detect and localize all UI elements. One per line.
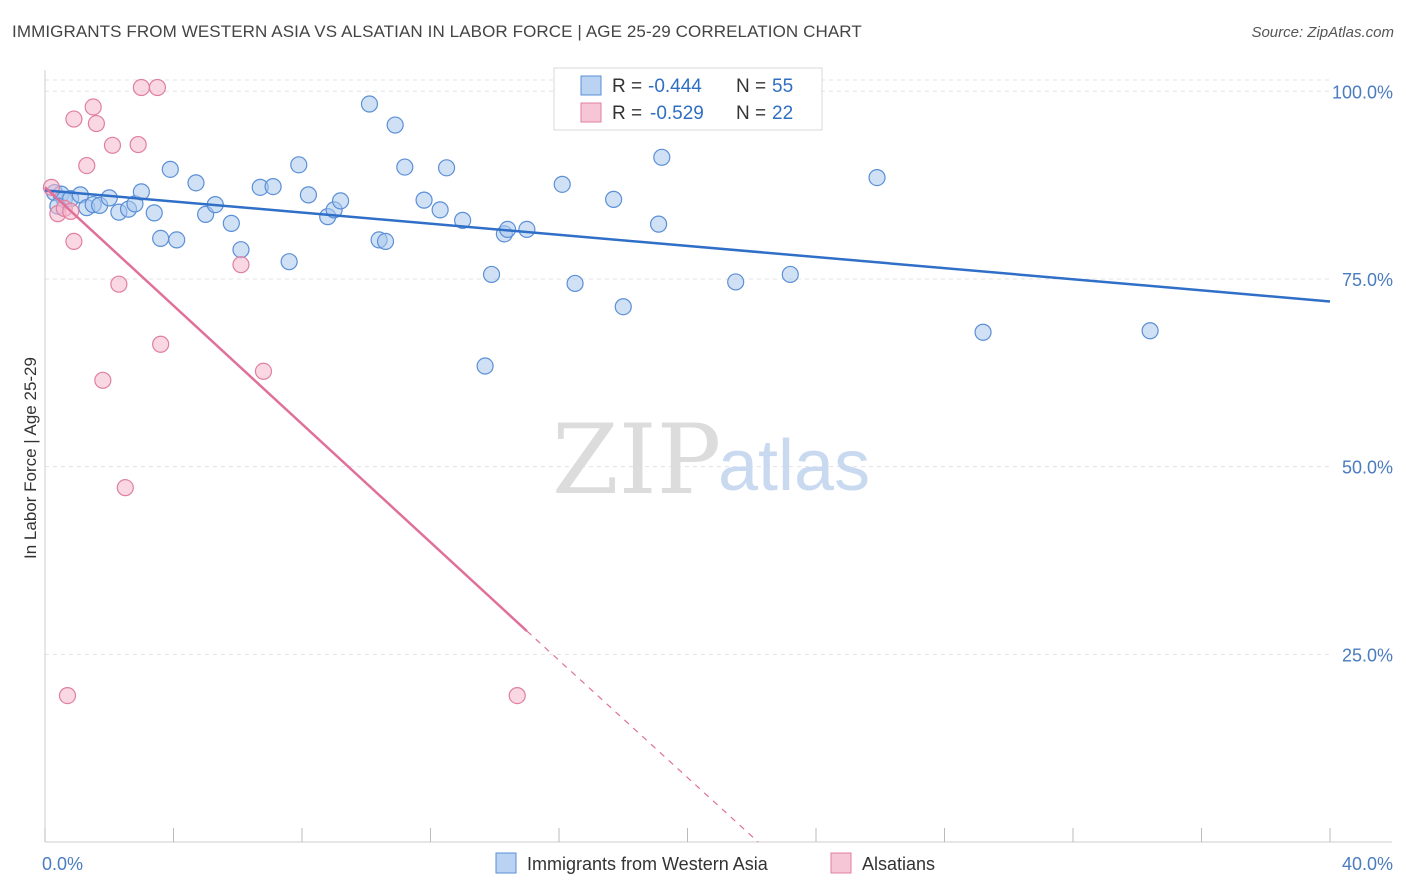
point-alsatian (232, 256, 250, 274)
y-tick-label: 25.0% (1342, 645, 1393, 665)
trend-lines (44, 186, 1331, 843)
point-alsatian (94, 371, 112, 389)
point-alsatian (110, 275, 128, 293)
point-western-asia (264, 178, 282, 196)
point-alsatian (65, 232, 83, 251)
x-tick-labels: 0.0% 40.0% (42, 854, 1393, 874)
legend-r-label-blue: R = (612, 76, 642, 97)
point-western-asia (187, 174, 205, 192)
point-alsatian (58, 687, 77, 705)
legend-r-value-pink: -0.529 (650, 103, 704, 124)
watermark-zip: ZIP (552, 404, 721, 516)
point-western-asia (476, 357, 494, 375)
y-tick-label: 100.0% (1332, 82, 1393, 102)
point-western-asia (360, 95, 379, 113)
point-alsatian (129, 135, 147, 154)
point-western-asia (161, 160, 179, 178)
point-western-asia (437, 159, 456, 177)
y-axis-label: In Labor Force | Age 25-29 (21, 357, 40, 559)
watermark-atlas: atlas (718, 426, 870, 506)
trendline-western-asia (44, 189, 1331, 303)
point-alsatian (254, 362, 273, 380)
point-alsatian (132, 78, 150, 97)
legend-n-label-pink: N = (736, 103, 766, 124)
y-tick-label: 75.0% (1342, 270, 1393, 290)
point-western-asia (868, 168, 886, 187)
point-western-asia (431, 201, 449, 219)
point-western-asia (396, 158, 414, 176)
data-points (42, 78, 1159, 705)
point-western-asia (376, 232, 395, 251)
legend-swatch-pink (580, 102, 602, 123)
point-western-asia (781, 265, 799, 284)
series-legend: Immigrants from Western Asia Alsatians (495, 852, 935, 874)
grid-lines (45, 79, 1330, 655)
point-western-asia (386, 116, 404, 134)
y-tick-label: 50.0% (1342, 458, 1393, 478)
point-western-asia (232, 241, 250, 259)
stats-legend: R = -0.444 N = 55 R = -0.529 N = 22 (553, 67, 823, 131)
source-label: Source: ZipAtlas.com (1251, 24, 1394, 41)
point-alsatian (78, 156, 96, 175)
point-western-asia (1141, 322, 1159, 340)
trendline-alsatian (44, 186, 528, 632)
x-tick-label-min: 0.0% (42, 854, 83, 874)
point-alsatian (116, 479, 134, 497)
point-western-asia (614, 298, 632, 316)
legend-r-value-blue: -0.444 (648, 76, 702, 97)
series-legend-swatch-pink (830, 852, 852, 874)
point-alsatian (87, 114, 106, 133)
chart-title: IMMIGRANTS FROM WESTERN ASIA VS ALSATIAN… (12, 22, 862, 41)
series-legend-label-pink: Alsatians (862, 854, 935, 874)
y-tick-labels: 25.0% 50.0% 75.0% 100.0% (1332, 82, 1393, 665)
point-western-asia (974, 323, 992, 341)
point-western-asia (331, 192, 350, 210)
point-western-asia (566, 274, 584, 293)
point-western-asia (290, 156, 308, 174)
point-alsatian (84, 98, 102, 116)
series-legend-swatch-blue (495, 852, 517, 874)
point-western-asia (280, 253, 298, 271)
point-western-asia (415, 191, 433, 209)
legend-n-value-blue: 55 (772, 76, 793, 97)
point-alsatian (65, 110, 83, 128)
point-western-asia (100, 189, 118, 207)
point-western-asia (299, 186, 318, 204)
point-western-asia (168, 231, 186, 249)
point-western-asia (605, 190, 623, 208)
point-western-asia (454, 211, 472, 229)
point-western-asia (222, 214, 240, 232)
trendline-alsatian (526, 630, 759, 843)
point-western-asia (518, 220, 536, 238)
point-western-asia (727, 273, 745, 291)
point-alsatian (103, 136, 122, 154)
point-western-asia (653, 148, 671, 166)
legend-n-value-pink: 22 (772, 103, 793, 124)
point-alsatian (152, 335, 170, 353)
legend-swatch-blue (580, 75, 602, 96)
point-alsatian (508, 687, 526, 705)
point-alsatian (148, 78, 167, 97)
point-western-asia (553, 175, 571, 193)
watermark: ZIP atlas (552, 404, 870, 516)
point-western-asia (145, 204, 163, 222)
x-tick-label-max: 40.0% (1342, 854, 1393, 874)
legend-n-label-blue: N = (736, 76, 766, 97)
series-legend-label-blue: Immigrants from Western Asia (527, 854, 769, 874)
point-western-asia (649, 215, 668, 233)
point-western-asia (482, 265, 501, 284)
axes (44, 70, 1392, 843)
legend-r-label-pink: R = (612, 103, 642, 124)
point-western-asia (152, 229, 170, 248)
